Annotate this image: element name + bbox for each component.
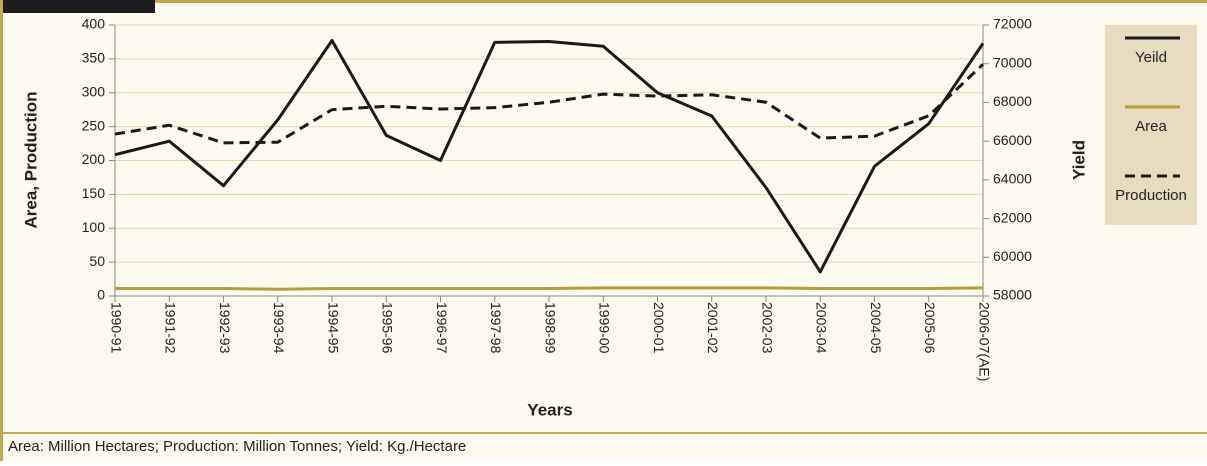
top-border	[0, 0, 1207, 3]
x-tick-label: 1990-91	[108, 302, 124, 354]
x-tick-label: 1997-98	[488, 302, 504, 354]
legend-label: Area	[1135, 118, 1167, 135]
x-tick-label: 1996-97	[434, 302, 450, 354]
y2-axis-label: Yield	[1069, 140, 1088, 180]
series-line	[115, 286, 984, 291]
y-tick-label: 200	[82, 151, 106, 167]
legend-box	[1105, 25, 1197, 225]
x-tick-label: 2000-01	[651, 302, 667, 354]
y2-tick-label: 58000	[993, 287, 1032, 303]
y-tick-label: 100	[82, 219, 106, 235]
y2-tick-label: 68000	[993, 93, 1032, 109]
x-tick-label: 2004-05	[868, 302, 884, 354]
x-tick-label: 2006-07(AE)	[976, 302, 992, 381]
y-tick-label: 0	[97, 287, 105, 303]
x-tick-label: 2003-04	[814, 302, 830, 354]
y-tick-label: 50	[89, 253, 105, 269]
y-tick-label: 350	[82, 50, 106, 66]
footnote: Area: Million Hectares; Production: Mill…	[8, 438, 466, 455]
legend-label: Production	[1115, 187, 1187, 204]
y-tick-label: 150	[82, 185, 106, 201]
x-tick-label: 2001-02	[705, 302, 721, 354]
y2-tick-label: 66000	[993, 132, 1032, 148]
x-tick-label: 2002-03	[759, 302, 775, 354]
y2-tick-label: 72000	[993, 16, 1032, 32]
y-tick-label: 300	[82, 83, 106, 99]
x-axis-label: Years	[527, 400, 572, 419]
series-line	[114, 63, 985, 145]
y2-tick-label: 60000	[993, 248, 1032, 264]
x-tick-label: 1999-00	[597, 302, 613, 354]
y2-tick-label: 70000	[993, 54, 1032, 70]
x-tick-label: 1992-93	[217, 302, 233, 354]
y-tick-label: 400	[82, 16, 106, 32]
left-border	[0, 0, 3, 461]
x-tick-label: 1994-95	[325, 302, 341, 354]
x-tick-label: 1991-92	[163, 302, 179, 354]
x-tick-label: 1993-94	[271, 302, 287, 354]
y2-tick-label: 64000	[993, 171, 1032, 187]
y-axis-label: Area, Production	[21, 92, 40, 229]
x-tick-label: 1998-99	[542, 302, 558, 354]
legend-label: Yeild	[1135, 49, 1167, 66]
y-tick-label: 250	[82, 117, 106, 133]
header-tab	[0, 0, 155, 13]
y2-tick-label: 62000	[993, 209, 1032, 225]
x-tick-label: 2005-06	[922, 302, 938, 354]
x-tick-label: 1995-96	[380, 302, 396, 354]
